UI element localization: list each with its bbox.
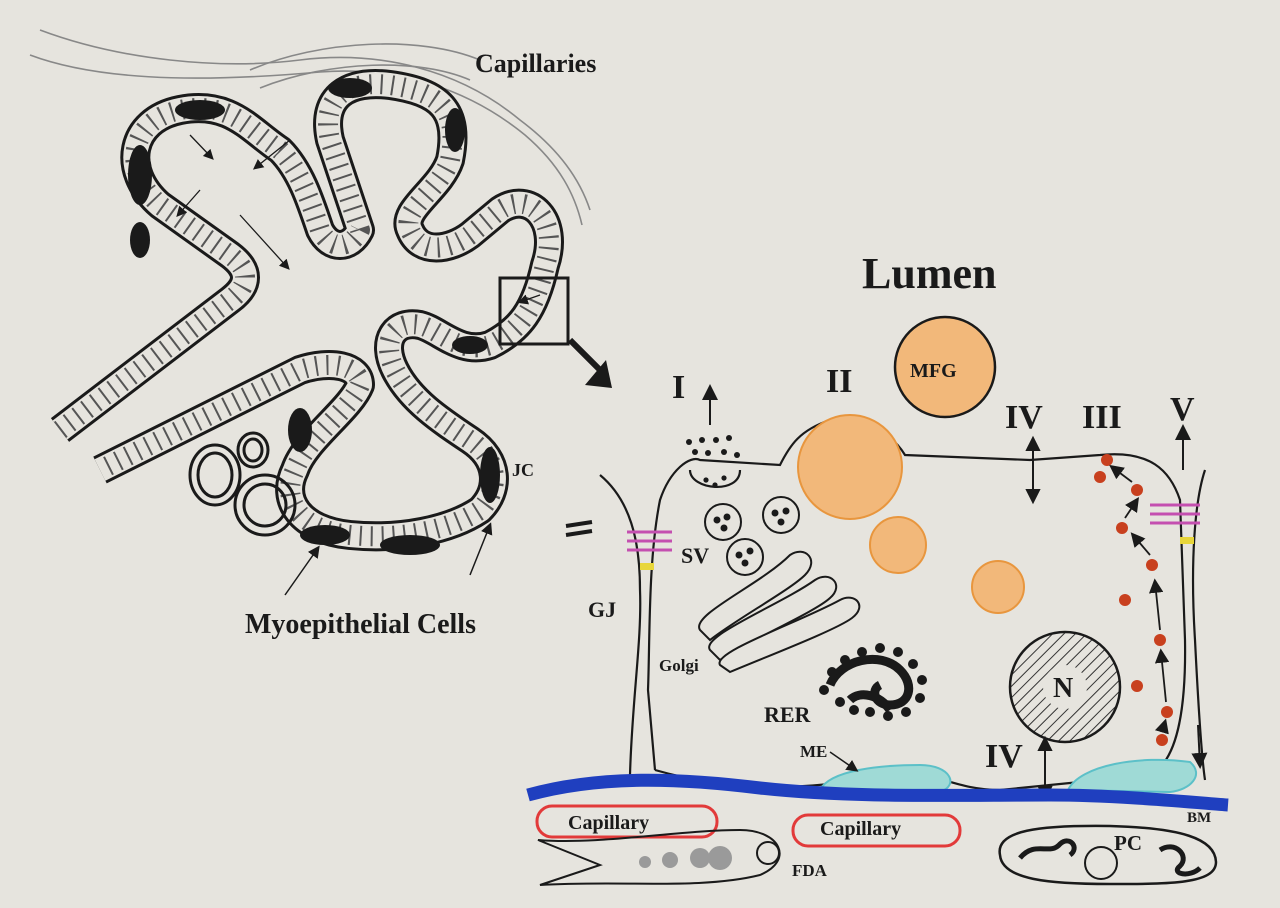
- pathway-arrows: [702, 384, 1208, 769]
- jc-pointer: [469, 522, 493, 576]
- capillary-right-label: Capillary: [820, 818, 901, 840]
- rer-label: RER: [764, 702, 812, 727]
- tight-junctions: [627, 503, 1200, 552]
- pathway-5-label: V: [1170, 391, 1195, 428]
- nucleus-label: N: [1053, 673, 1073, 704]
- milk-fat-globule: [893, 315, 997, 419]
- pathway-2-label: II: [826, 363, 852, 400]
- plasma-cell: [998, 824, 1218, 886]
- equals-mark: [565, 520, 593, 537]
- myoepithelial-cell-blobs: [128, 78, 500, 555]
- secretory-globules: [188, 431, 297, 537]
- me-pointer: [829, 751, 859, 772]
- fibroblast: [537, 828, 781, 886]
- nucleus: [1008, 630, 1122, 744]
- basement-membrane: [526, 773, 1229, 812]
- me-label: ME: [800, 742, 827, 761]
- myoepithelial-pointer: [284, 545, 320, 596]
- pathway-4-top-label: IV: [1005, 399, 1043, 436]
- lumen-arrows: [176, 134, 541, 305]
- golgi-apparatus: [698, 550, 861, 674]
- myoepithelial-cells: [818, 758, 1198, 794]
- cell-membranes: [599, 418, 1207, 792]
- lipid-droplets: [797, 414, 1025, 614]
- vesicle-casein: [713, 507, 790, 567]
- fda-label: FDA: [792, 861, 828, 880]
- golgi-label: Golgi: [659, 656, 699, 675]
- gap-junction-marks: [640, 537, 1194, 570]
- gj-label: GJ: [588, 597, 616, 622]
- capillary-left-label: Capillary: [568, 812, 649, 834]
- secretory-vesicles: [704, 496, 800, 576]
- pathway-4-bottom-label: IV: [985, 738, 1023, 775]
- pathway-iv-arrows: [1025, 435, 1053, 802]
- lumen-label: Lumen: [862, 249, 996, 298]
- sv-label: SV: [681, 543, 709, 568]
- transcytosis-vesicles: [1094, 454, 1173, 746]
- alveolus-wall: [50, 69, 564, 552]
- secretory-particles: [686, 435, 740, 488]
- mfg-label: MFG: [910, 360, 957, 382]
- transcytosis-arrows: [1109, 464, 1170, 735]
- bm-label: BM: [1187, 810, 1211, 826]
- zoom-box: [498, 276, 612, 388]
- pc-label: PC: [1114, 831, 1142, 855]
- capillary-lines: [29, 29, 591, 226]
- capillaries-label: Capillaries: [475, 49, 596, 78]
- pathway-3-label: III: [1082, 399, 1122, 436]
- pathway-1-label: I: [672, 369, 685, 406]
- jc-label: JC: [512, 460, 534, 480]
- rough-endoplasmic-reticulum: [819, 643, 927, 721]
- myoepithelial-cells-label: Myoepithelial Cells: [245, 609, 476, 640]
